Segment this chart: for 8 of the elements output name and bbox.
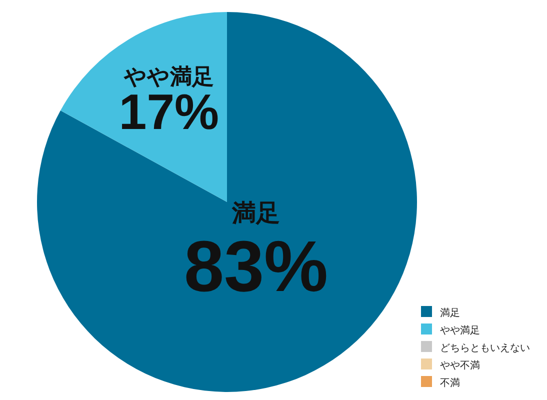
slice-label: 満足 xyxy=(231,199,280,228)
legend-label: 不満 xyxy=(440,377,460,389)
legend-label: 満足 xyxy=(440,307,460,319)
data-label: 83% xyxy=(184,227,328,308)
legend-label: やや満足 xyxy=(440,324,480,336)
legend-label: どちらともいえない xyxy=(440,343,530,354)
legend-label: やや不満 xyxy=(440,360,480,372)
slice-label: やや満足 xyxy=(122,64,214,90)
